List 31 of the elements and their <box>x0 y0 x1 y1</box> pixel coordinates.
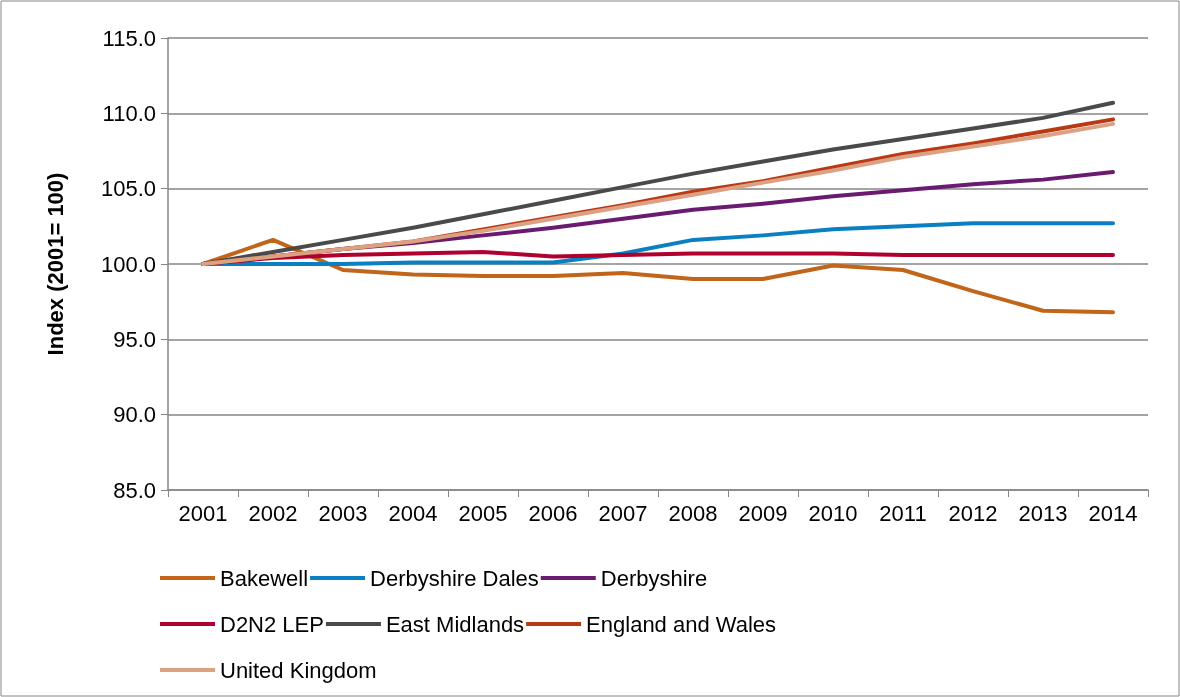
line-series <box>201 221 1115 266</box>
x-tick-label: 2005 <box>458 500 508 526</box>
x-tick-label: 2006 <box>528 500 578 526</box>
x-tick-label: 2009 <box>738 500 788 526</box>
legend-label: East Midlands <box>385 611 525 637</box>
x-tick-label: 2014 <box>1088 500 1138 526</box>
line-series <box>201 237 1115 315</box>
legend-label: England and Wales <box>586 611 777 637</box>
x-tick-label: 2008 <box>668 500 718 526</box>
y-tick-label: 90.0 <box>113 402 156 428</box>
y-tick-label: 115.0 <box>102 25 156 51</box>
x-tick-label: 2003 <box>318 500 368 526</box>
legend-label: Derbyshire Dales <box>370 565 539 591</box>
legend-label: United Kingdom <box>220 657 377 683</box>
x-tick-label: 2011 <box>879 500 927 526</box>
x-tick-label: 2012 <box>948 500 998 526</box>
x-tick-label: 2002 <box>248 500 298 526</box>
y-tick-label: 110.0 <box>102 100 156 126</box>
x-tick-label: 2007 <box>598 500 648 526</box>
x-tick-label: 2013 <box>1018 500 1068 526</box>
legend-label: Derbyshire <box>600 565 708 591</box>
x-tick-label: 2001 <box>178 500 228 526</box>
x-tick-label: 2010 <box>808 500 858 526</box>
x-tick-label: 2004 <box>388 500 438 526</box>
legend-label: D2N2 LEP <box>220 611 324 637</box>
y-tick-label: 85.0 <box>113 477 156 503</box>
y-tick-label: 105.0 <box>100 176 156 202</box>
legend-label: Bakewell <box>220 565 309 591</box>
y-tick-label: 100.0 <box>100 251 156 277</box>
y-axis-title: Index (2001= 100) <box>42 172 68 356</box>
y-tick-label: 95.0 <box>113 326 156 352</box>
